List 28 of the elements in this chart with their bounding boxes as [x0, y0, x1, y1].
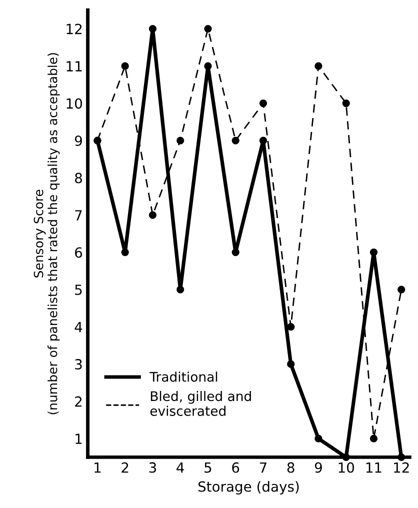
y-tick-label: 1	[76, 434, 82, 444]
y-tick-label: 12	[66, 24, 82, 34]
x-tick-label: 6	[232, 462, 240, 473]
y-axis-title: Sensory Score (number of panelists that rated the quality as acceptable)	[34, 53, 60, 414]
x-tick-label: 12	[394, 462, 409, 473]
y-tick-label: 10	[66, 98, 82, 109]
x-tick-label: 7	[260, 462, 266, 473]
x-tick-label: 8	[287, 462, 294, 473]
y-tick-label: 8	[75, 172, 82, 184]
y-tick-label: 5	[75, 284, 82, 296]
y-tick-label: 6	[75, 247, 82, 258]
x-tick-label: 9	[314, 462, 322, 473]
y-tick-label: 7	[75, 210, 82, 220]
y-tick-label: 4	[74, 322, 82, 332]
x-tick-label: 1	[94, 462, 101, 473]
y-tick-label: 2	[75, 396, 82, 407]
x-tick-label: 11	[366, 462, 382, 473]
legend-label: Traditional	[150, 372, 218, 382]
y-tick-label: 3	[75, 359, 82, 370]
x-tick-label: 10	[338, 462, 354, 473]
legend-label: Bled, gilled and eviscerated	[150, 390, 251, 416]
x-axis-title: Storage (days)	[198, 481, 299, 494]
x-tick-label: 5	[204, 462, 212, 473]
y-tick-label: 11	[66, 61, 82, 72]
x-tick-label: 3	[149, 462, 156, 473]
x-tick-label: 2	[122, 462, 128, 473]
x-tick-label: 4	[176, 462, 184, 473]
y-tick-label: 9	[74, 136, 82, 146]
